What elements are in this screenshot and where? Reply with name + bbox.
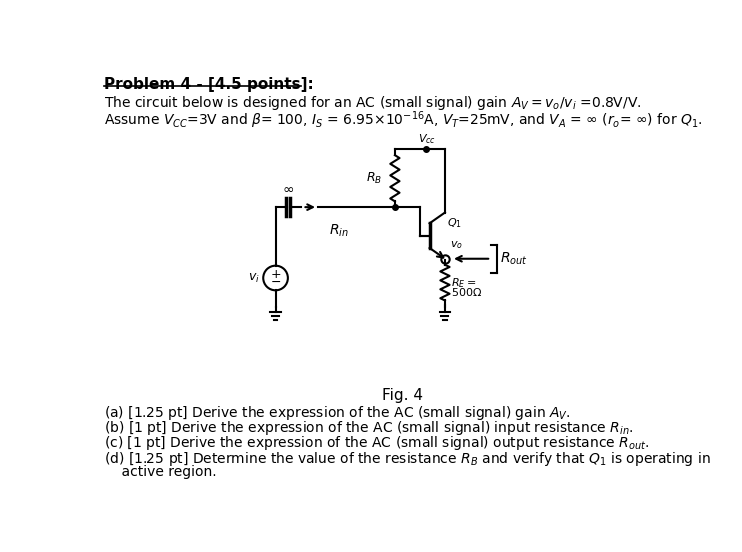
- Text: active region.: active region.: [104, 465, 217, 479]
- Text: $500\Omega$: $500\Omega$: [451, 286, 482, 298]
- Text: Assume $V_{CC}$=3V and $\beta$= 100, $I_S$ = 6.95×10$^{-16}$A, $V_T$=25mV, and $: Assume $V_{CC}$=3V and $\beta$= 100, $I_…: [104, 109, 703, 131]
- Text: (d) [1.25 pt] Determine the value of the resistance $R_B$ and verify that $Q_1$ : (d) [1.25 pt] Determine the value of the…: [104, 450, 711, 468]
- Text: −: −: [270, 276, 280, 289]
- Text: (b) [1 pt] Derive the expression of the AC (small signal) input resistance $R_{i: (b) [1 pt] Derive the expression of the …: [104, 419, 634, 437]
- Text: The circuit below is designed for an AC (small signal) gain $A_V = v_o/v_i$ =0.8: The circuit below is designed for an AC …: [104, 94, 641, 112]
- Text: Problem 4 - [4.5 points]:: Problem 4 - [4.5 points]:: [104, 77, 314, 92]
- Text: Fig. 4: Fig. 4: [382, 388, 423, 403]
- Text: (a) [1.25 pt] Derive the expression of the AC (small signal) gain $A_V$.: (a) [1.25 pt] Derive the expression of t…: [104, 404, 571, 422]
- Text: $v_i$: $v_i$: [249, 272, 260, 284]
- Text: (c) [1 pt] Derive the expression of the AC (small signal) output resistance $R_{: (c) [1 pt] Derive the expression of the …: [104, 434, 649, 452]
- Text: $R_{in}$: $R_{in}$: [329, 222, 349, 239]
- Text: $Q_1$: $Q_1$: [447, 216, 462, 230]
- Text: $\infty$: $\infty$: [282, 182, 295, 197]
- Text: $V_{cc}$: $V_{cc}$: [418, 132, 436, 146]
- Text: +: +: [270, 268, 281, 280]
- Text: $v_o$: $v_o$: [450, 239, 462, 251]
- Text: $R_E =$: $R_E =$: [451, 275, 476, 289]
- Text: $R_{out}$: $R_{out}$: [500, 251, 528, 267]
- Text: $R_B$: $R_B$: [367, 171, 383, 186]
